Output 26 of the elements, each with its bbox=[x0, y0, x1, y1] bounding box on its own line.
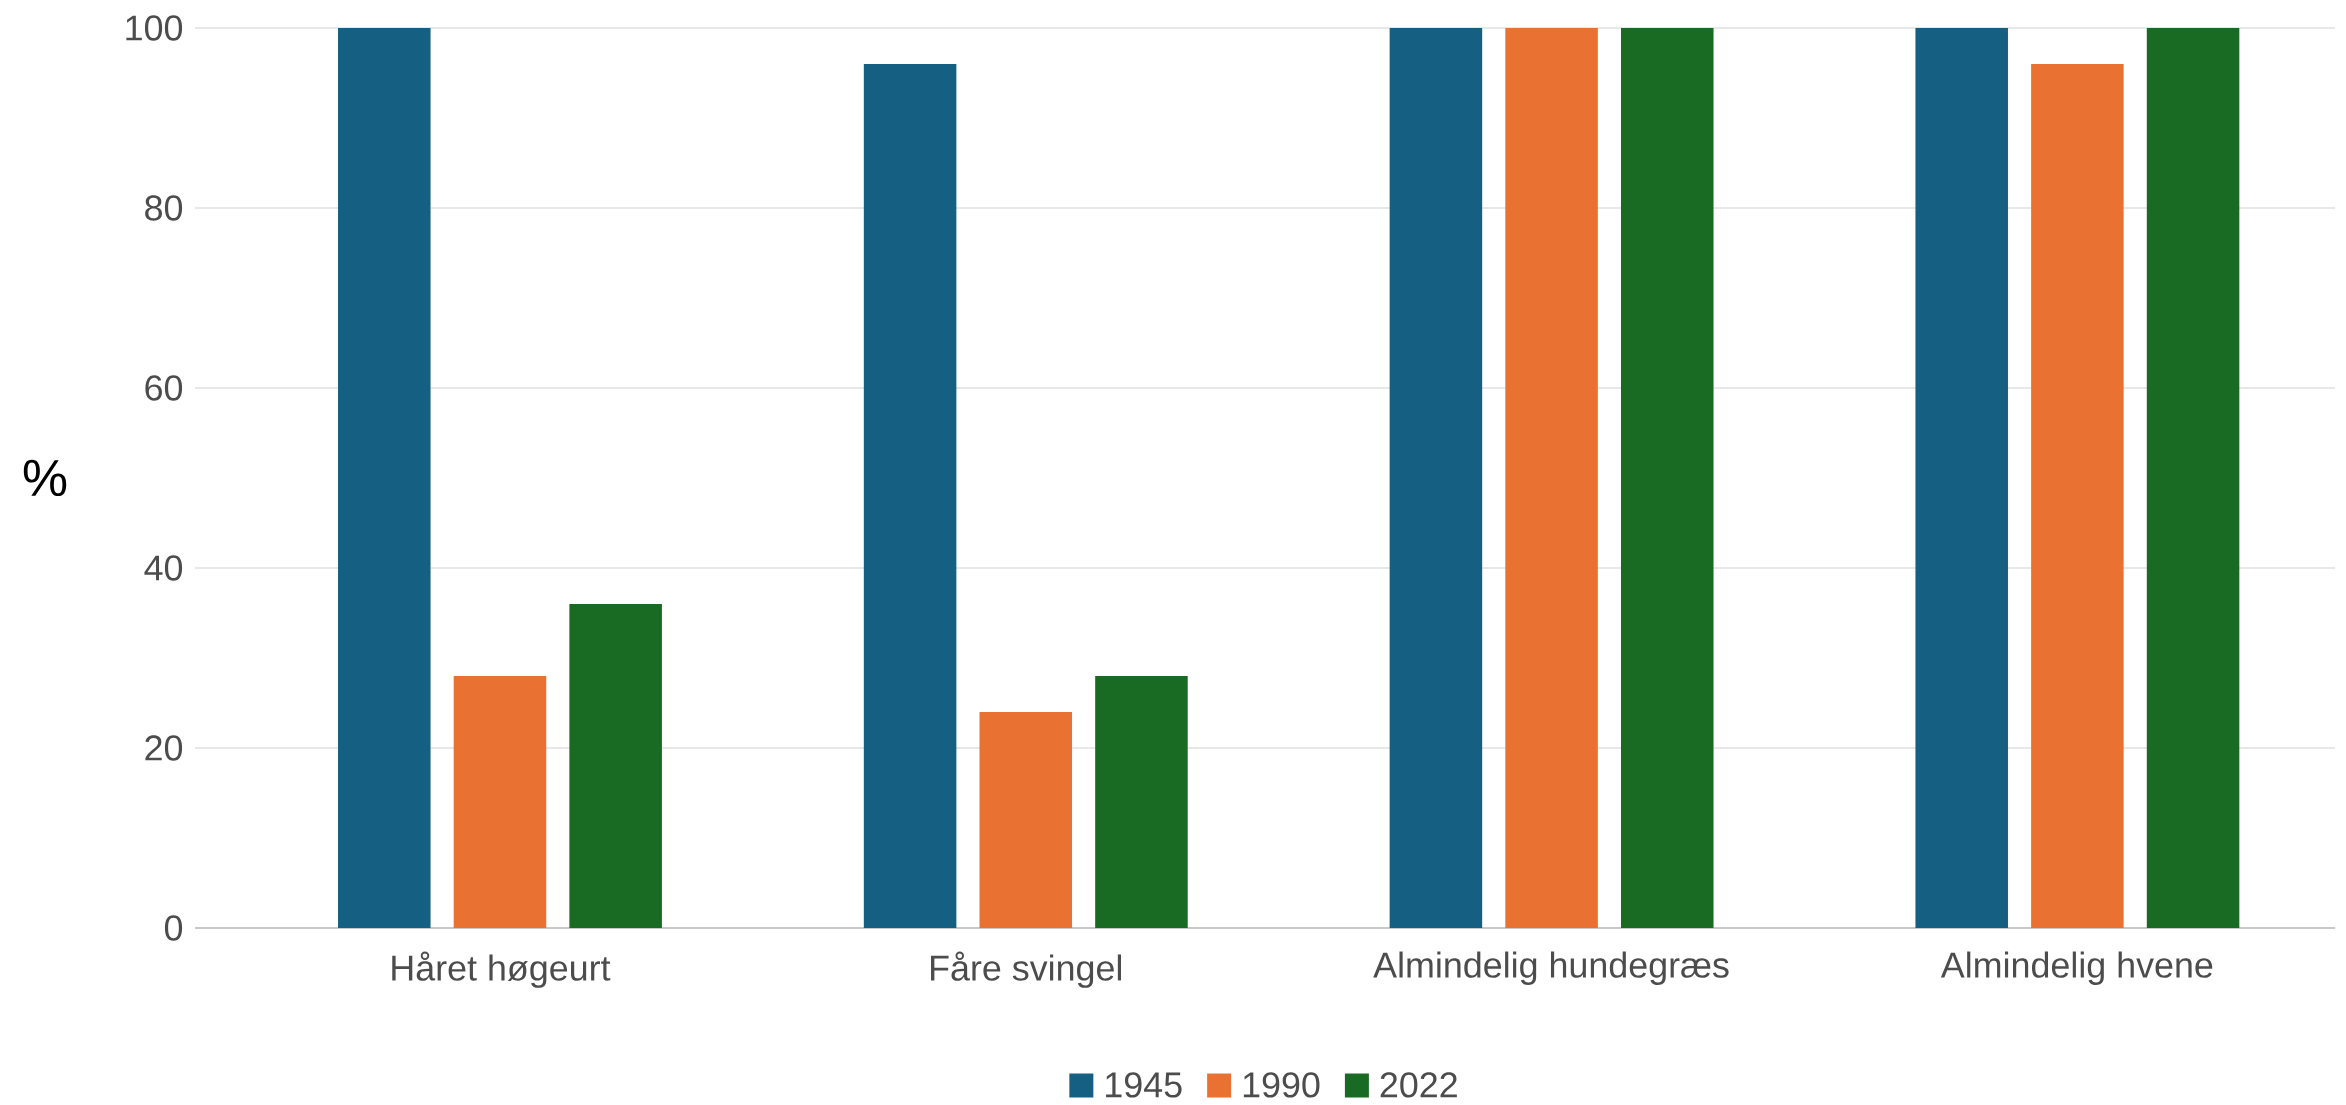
bar bbox=[1389, 27, 1483, 928]
legend-label: 2022 bbox=[1380, 1072, 1457, 1098]
y-tick-label: 0 bbox=[164, 915, 183, 941]
y-tick-label: 60 bbox=[145, 375, 183, 401]
legend-label: 1945 bbox=[1106, 1072, 1182, 1098]
y-tick-label: 40 bbox=[144, 555, 183, 581]
bar bbox=[1095, 676, 1188, 928]
y-tick-label: 80 bbox=[145, 195, 183, 221]
y-tick-label: 20 bbox=[145, 735, 183, 761]
y-tick-label: 100 bbox=[126, 15, 183, 41]
y-axis-title: % bbox=[23, 459, 67, 497]
x-tick-label: Håret høgeurt bbox=[392, 951, 611, 988]
bar bbox=[338, 27, 431, 928]
bar bbox=[863, 63, 957, 928]
bar bbox=[1620, 27, 1714, 928]
bar bbox=[2146, 27, 2240, 928]
x-tick-label: Almindelig hundegræs bbox=[1373, 951, 1729, 985]
x-tick-label: Almindelig hvene bbox=[1940, 951, 2213, 985]
x-tick-label: Fåre svingel bbox=[931, 951, 1121, 988]
bar bbox=[569, 604, 662, 928]
bar bbox=[1505, 27, 1598, 928]
legend-label: 1990 bbox=[1243, 1072, 1320, 1098]
bar bbox=[979, 712, 1073, 928]
bar bbox=[2031, 63, 2124, 928]
bar bbox=[1915, 27, 2008, 928]
bar bbox=[453, 676, 547, 928]
